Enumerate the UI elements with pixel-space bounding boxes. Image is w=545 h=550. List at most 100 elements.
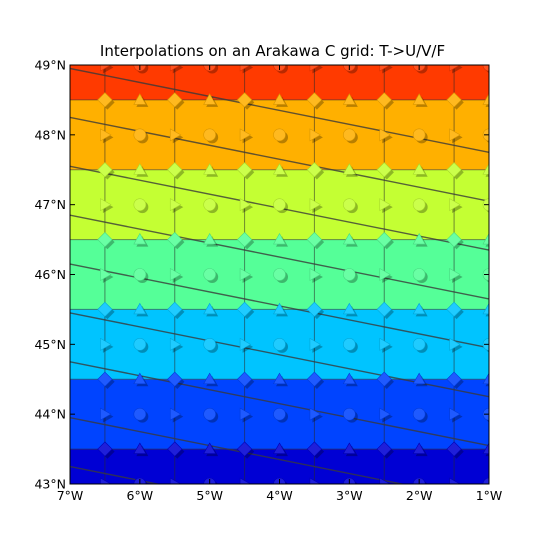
- u-point-marker: [379, 407, 391, 421]
- f-point-marker: [236, 441, 253, 457]
- u-point-marker: [449, 267, 461, 282]
- v-point-marker: [342, 163, 356, 175]
- f-point-marker: [167, 441, 183, 457]
- f-point-marker: [446, 441, 462, 457]
- v-point-marker: [482, 442, 489, 454]
- u-point-marker: [309, 65, 322, 72]
- f-point-marker: [376, 371, 392, 387]
- u-point-marker: [239, 337, 252, 351]
- v-point-marker: [133, 232, 147, 245]
- u-point-marker: [169, 267, 182, 282]
- u-point-marker: [309, 337, 322, 351]
- v-point-marker: [272, 372, 287, 385]
- f-point-marker: [306, 301, 323, 318]
- u-point-marker: [100, 337, 112, 351]
- y-axis: 43°N 44°N 45°N 46°N 47°N 48°N 49°N: [34, 58, 489, 492]
- f-point-marker: [376, 231, 392, 248]
- f-point-marker: [236, 371, 253, 387]
- x-tick-label: 4°W: [266, 488, 293, 503]
- t-point-marker: [343, 268, 356, 281]
- v-point-marker: [412, 232, 426, 245]
- f-point-marker: [376, 301, 392, 318]
- f-point-marker: [306, 441, 323, 457]
- y-tick-label: 44°N: [34, 407, 66, 422]
- v-point-marker: [482, 302, 489, 315]
- x-tick-label: 2°W: [406, 488, 433, 503]
- y-tick-label: 49°N: [34, 58, 66, 73]
- v-point-marker: [412, 372, 426, 385]
- f-point-marker: [306, 92, 323, 108]
- v-point-marker: [272, 302, 287, 315]
- t-point-marker: [203, 268, 216, 281]
- v-point-marker: [133, 163, 147, 175]
- v-point-marker: [272, 163, 287, 175]
- v-point-marker: [133, 442, 147, 454]
- u-point-marker: [169, 337, 182, 351]
- x-tick-label: 3°W: [336, 488, 363, 503]
- u-point-marker: [449, 337, 461, 351]
- f-point-marker: [446, 231, 462, 248]
- f-point-marker: [167, 371, 183, 387]
- t-point-marker: [203, 338, 216, 351]
- t-point-marker: [133, 198, 147, 211]
- u-point-marker: [169, 198, 182, 212]
- f-point-marker: [97, 162, 113, 178]
- u-point-marker: [239, 128, 252, 142]
- t-point-marker: [133, 407, 147, 421]
- t-point-marker: [133, 268, 147, 281]
- t-point-marker: [412, 198, 426, 211]
- t-point-marker: [412, 407, 426, 421]
- u-point-marker: [309, 407, 322, 421]
- u-point-marker: [239, 407, 252, 421]
- f-point-marker: [236, 301, 253, 318]
- u-point-marker: [379, 267, 391, 282]
- contour-line-5: [70, 214, 489, 300]
- u-point-marker: [169, 65, 182, 72]
- f-point-marker: [236, 92, 253, 108]
- u-point-marker: [379, 65, 391, 72]
- u-point-marker: [239, 198, 252, 212]
- f-point-marker: [236, 231, 253, 248]
- u-point-marker: [239, 477, 252, 484]
- v-point-marker: [203, 372, 217, 385]
- f-point-marker: [446, 371, 462, 387]
- v-point-marker: [133, 372, 147, 385]
- f-point-marker: [97, 92, 113, 108]
- v-point-marker: [272, 442, 287, 454]
- u-point-marker: [309, 267, 322, 282]
- f-point-marker: [446, 162, 462, 178]
- f-point-marker: [376, 92, 392, 108]
- x-tick-label: 7°W: [57, 488, 84, 503]
- t-point-marker: [273, 198, 286, 211]
- t-point-marker: [343, 128, 356, 142]
- f-point-marker: [97, 231, 113, 248]
- v-point-marker: [342, 302, 356, 315]
- y-tick-label: 43°N: [34, 477, 66, 492]
- u-point-marker: [169, 407, 182, 421]
- u-point-marker: [309, 128, 322, 142]
- f-point-marker: [167, 231, 183, 248]
- t-point-marker: [273, 128, 286, 142]
- v-point-marker: [342, 93, 356, 105]
- f-point-marker: [97, 441, 113, 457]
- v-point-marker: [133, 302, 147, 315]
- t-point-marker: [133, 338, 147, 351]
- f-point-marker: [446, 301, 462, 318]
- u-point-marker: [449, 477, 461, 484]
- v-point-marker: [412, 163, 426, 175]
- u-point-marker: [100, 267, 112, 282]
- v-point-marker: [203, 442, 217, 454]
- v-point-marker: [203, 232, 217, 245]
- t-point-marker: [343, 407, 356, 421]
- f-point-marker: [97, 301, 113, 318]
- f-point-marker: [167, 92, 183, 108]
- u-point-marker: [169, 128, 182, 142]
- t-point-marker: [273, 407, 286, 421]
- t-point-marker: [203, 128, 216, 142]
- u-point-marker: [239, 65, 252, 72]
- v-point-marker: [272, 232, 287, 245]
- u-point-marker: [379, 128, 391, 142]
- x-tick-label: 1°W: [476, 488, 503, 503]
- f-point-marker: [306, 162, 323, 178]
